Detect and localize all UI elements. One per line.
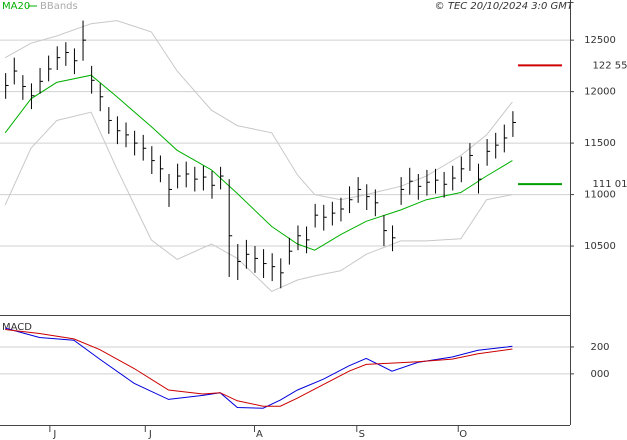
price-marker-label: 122 55 [593,60,627,71]
x-tick-label: J [52,429,56,440]
y-tick-label: 10500 [584,241,616,252]
macd-line [5,327,513,409]
y-tick-label: 11000 [584,190,616,201]
bband-lower [4,111,513,292]
y-tick-label: 12500 [584,35,616,46]
macd-title: MACD [2,322,32,333]
bband-upper [4,20,513,201]
legend-ma: MA20 [2,1,30,12]
x-tick-label: A [256,429,263,440]
price-marker-label: 111 01 [593,179,627,190]
x-tick-label: J [148,429,152,440]
ma-line [4,74,513,251]
y-tick-label: 000 [590,369,609,380]
y-tick-label: 12000 [584,87,616,98]
source: © TEC 20/10/2024 3:0 GMT [435,1,574,12]
y-tick-label: 200 [590,342,609,353]
macd-line [5,329,513,407]
legend-bands: BBands [40,1,78,12]
x-tick-label: O [459,429,467,440]
y-tick-label: 11500 [584,138,616,149]
x-tick-label: S [359,429,365,440]
